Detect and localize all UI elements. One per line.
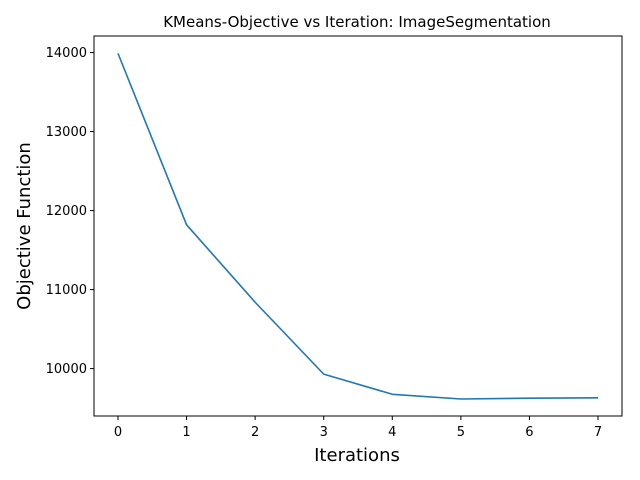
y-tick-label: 11000	[46, 283, 87, 298]
x-axis: 0 1 2 3 4 5 6 7	[114, 416, 602, 440]
plot-area	[93, 35, 623, 417]
series-line-0	[117, 53, 599, 400]
plot-frame	[93, 35, 623, 417]
x-tick-label: 7	[594, 425, 602, 440]
x-tick-label: 6	[525, 425, 533, 440]
y-axis: 10000 11000 12000 13000 14000	[46, 46, 94, 377]
x-tick-label: 2	[251, 425, 259, 440]
y-tick-label: 10000	[46, 362, 87, 377]
x-tick-label: 0	[114, 425, 122, 440]
y-axis-title: Objective Function	[14, 142, 35, 310]
x-tick-label: 3	[320, 425, 328, 440]
x-tick-label: 1	[182, 425, 190, 440]
chart-title: KMeans-Objective vs Iteration: ImageSegm…	[163, 13, 551, 31]
y-tick-label: 12000	[46, 204, 87, 219]
y-tick-label: 14000	[46, 46, 87, 61]
y-tick-label: 13000	[46, 125, 87, 140]
x-tick-label: 5	[457, 425, 465, 440]
x-tick-label: 4	[388, 425, 396, 440]
x-axis-title: Iterations	[314, 445, 400, 466]
